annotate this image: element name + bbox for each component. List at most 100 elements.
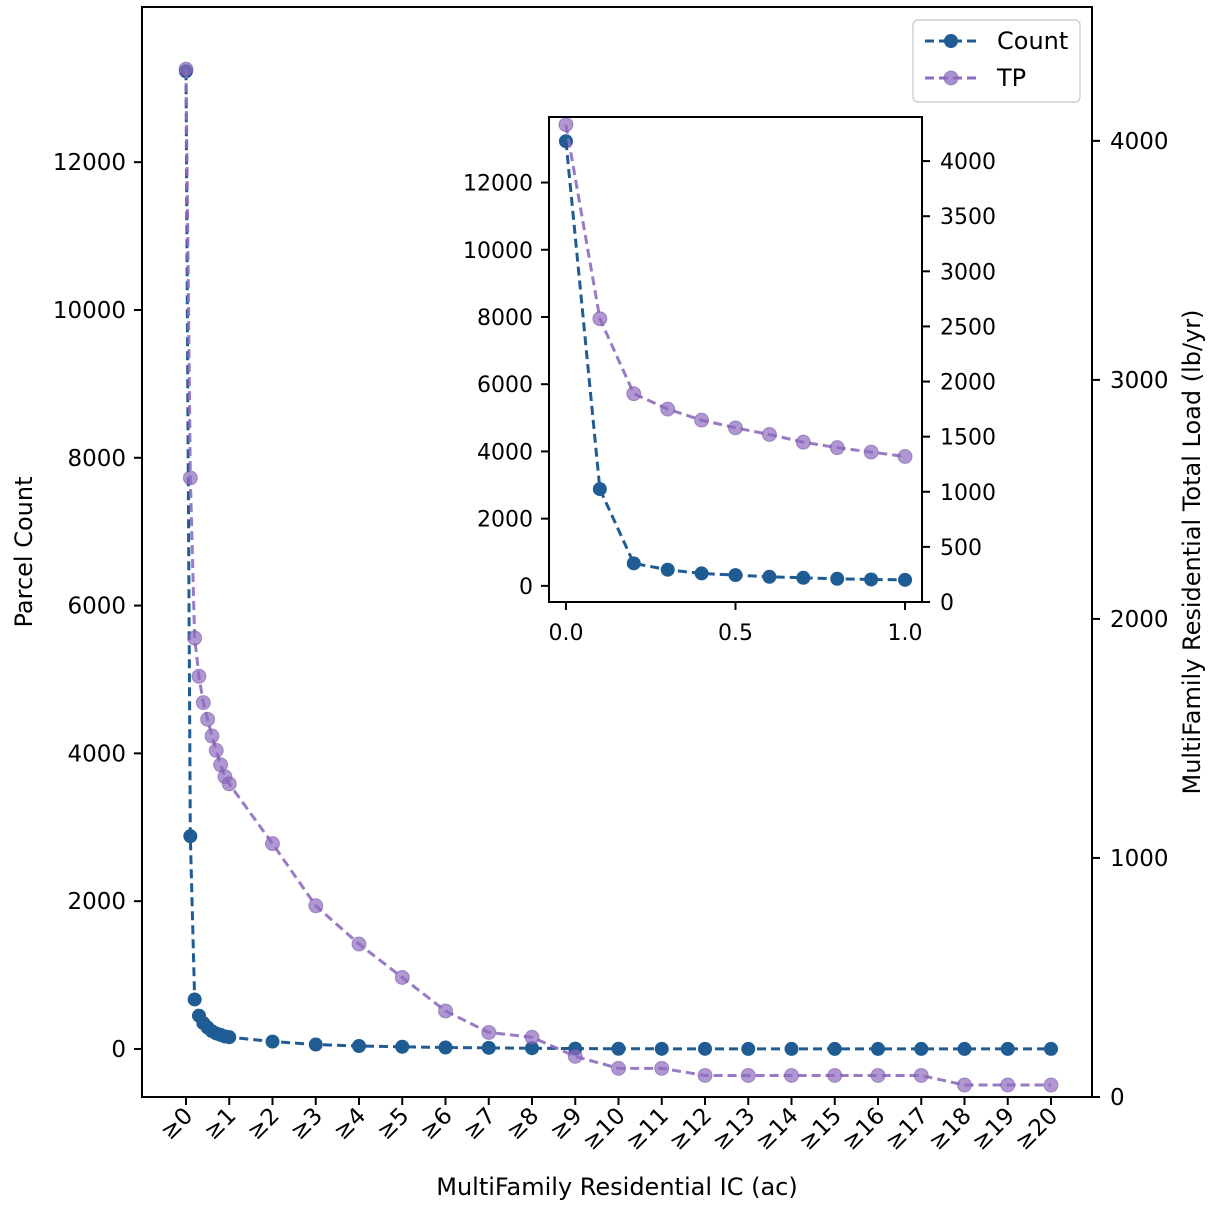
inset-right-axis: 0 500 1000 1500 2000 2500 3000 3500 4000 (922, 150, 996, 616)
y-axis-label: Parcel Count (10, 477, 38, 628)
legend-tp-label: TP (996, 64, 1026, 92)
inset-y-tick-label: 2000 (477, 508, 533, 533)
inset-series-count (558, 134, 913, 587)
inset-x-tick-label: 1.0 (888, 621, 923, 646)
main-plot-frame (141, 6, 1093, 1098)
inset-tp-point (829, 440, 845, 456)
tp-point (827, 1067, 843, 1083)
tp-point (187, 630, 203, 646)
inset-count-point (796, 570, 811, 585)
tp-point (178, 61, 194, 77)
count-point (438, 1040, 453, 1055)
tp-point (221, 776, 237, 792)
y-tick-label: 6000 (67, 594, 126, 620)
inset-background (549, 117, 922, 602)
tp-point (265, 836, 280, 852)
legend: Count TP (912, 19, 1081, 103)
inset-count-point (762, 569, 777, 584)
tp-point (208, 742, 224, 758)
count-point (914, 1041, 929, 1056)
count-point (611, 1041, 626, 1056)
tp-point (191, 668, 207, 684)
inset-y2-tick-label: 2500 (940, 315, 996, 340)
main-left-axis: 0 2000 4000 6000 8000 10000 12000 (53, 150, 142, 1063)
y-tick-label: 0 (111, 1037, 126, 1063)
inset-x-axis: 0.0 0.5 1.0 (548, 602, 923, 646)
x-axis-label: MultiFamily Residential IC (ac) (436, 1173, 797, 1201)
y2-tick-label: 1000 (1110, 846, 1169, 872)
count-point (525, 1041, 539, 1056)
inset-tp-point (694, 412, 710, 428)
count-point (957, 1041, 972, 1056)
count-point (1044, 1041, 1058, 1056)
inset-y2-tick-label: 1500 (940, 426, 996, 451)
inset-series-tp (558, 117, 913, 464)
inset-y2-tick-label: 0 (940, 591, 954, 616)
inset-count-point (864, 572, 879, 587)
inset-y-tick-label: 12000 (463, 172, 533, 197)
inset-tp-point (761, 426, 777, 442)
inset-tp-point (863, 444, 879, 460)
inset-count-point (728, 568, 743, 583)
inset-y2-tick-label: 1000 (940, 481, 996, 506)
count-point (654, 1041, 669, 1056)
inset-plot-frame (548, 116, 923, 603)
tp-point (1000, 1077, 1016, 1093)
y-tick-label: 8000 (67, 446, 126, 472)
inset-y-tick-label: 8000 (477, 306, 533, 331)
y-tick-label: 12000 (53, 150, 126, 176)
count-point (308, 1037, 323, 1052)
inset-tp-point (626, 386, 642, 402)
tp-point (200, 711, 216, 727)
inset-x-tick-label: 0.5 (718, 621, 753, 646)
y2-tick-label: 4000 (1110, 129, 1169, 155)
count-point (871, 1041, 885, 1056)
count-point (784, 1041, 799, 1056)
inset-y2-tick-label: 3500 (940, 205, 996, 230)
tp-point (957, 1077, 972, 1093)
tp-point (481, 1024, 497, 1040)
inset-x-tick-label: 0.0 (548, 621, 583, 646)
y-tick-label: 2000 (67, 889, 126, 915)
tp-point (611, 1060, 626, 1076)
inset-y2-tick-label: 4000 (940, 150, 996, 175)
inset-tp-point (897, 449, 913, 464)
tp-point (654, 1060, 670, 1076)
inset-y2-tick-label: 2000 (940, 371, 996, 396)
tp-point (870, 1067, 886, 1083)
count-point (395, 1039, 410, 1054)
y2-tick-label: 3000 (1110, 368, 1169, 394)
legend-count-marker (944, 34, 958, 48)
count-point (187, 992, 202, 1007)
tp-point (913, 1067, 929, 1083)
inset-y-tick-label: 4000 (477, 440, 533, 465)
inset-y2-tick-label: 500 (940, 536, 982, 561)
count-point (698, 1041, 712, 1056)
tp-point (351, 936, 367, 952)
tp-point (567, 1048, 583, 1064)
inset-count-point (660, 562, 675, 577)
tp-point (740, 1067, 756, 1083)
inset-y-tick-label: 6000 (477, 373, 533, 398)
inset-plot: 0 2000 4000 6000 8000 10000 12000 0 500 1000 1500… (463, 116, 996, 646)
count-point (827, 1041, 842, 1056)
inset-tp-point (592, 311, 608, 327)
y2-axis-label: MultiFamily Residential Total Load (lb/y… (1178, 309, 1206, 794)
count-point (741, 1041, 756, 1056)
count-point (183, 829, 198, 844)
inset-tp-point (728, 420, 743, 436)
inset-left-axis: 0 2000 4000 6000 8000 10000 12000 (463, 172, 549, 600)
tp-point (308, 898, 324, 914)
legend-count-label: Count (997, 27, 1068, 55)
tp-point (394, 969, 410, 985)
inset-count-point (694, 566, 709, 581)
legend-tp-marker (943, 70, 959, 86)
inset-tp-point (795, 434, 811, 450)
y2-tick-label: 2000 (1110, 607, 1169, 633)
tp-point (204, 728, 220, 744)
count-point (352, 1039, 366, 1054)
inset-y-tick-label: 0 (519, 575, 533, 600)
inset-y2-tick-label: 3000 (940, 260, 996, 285)
count-point (265, 1034, 280, 1049)
